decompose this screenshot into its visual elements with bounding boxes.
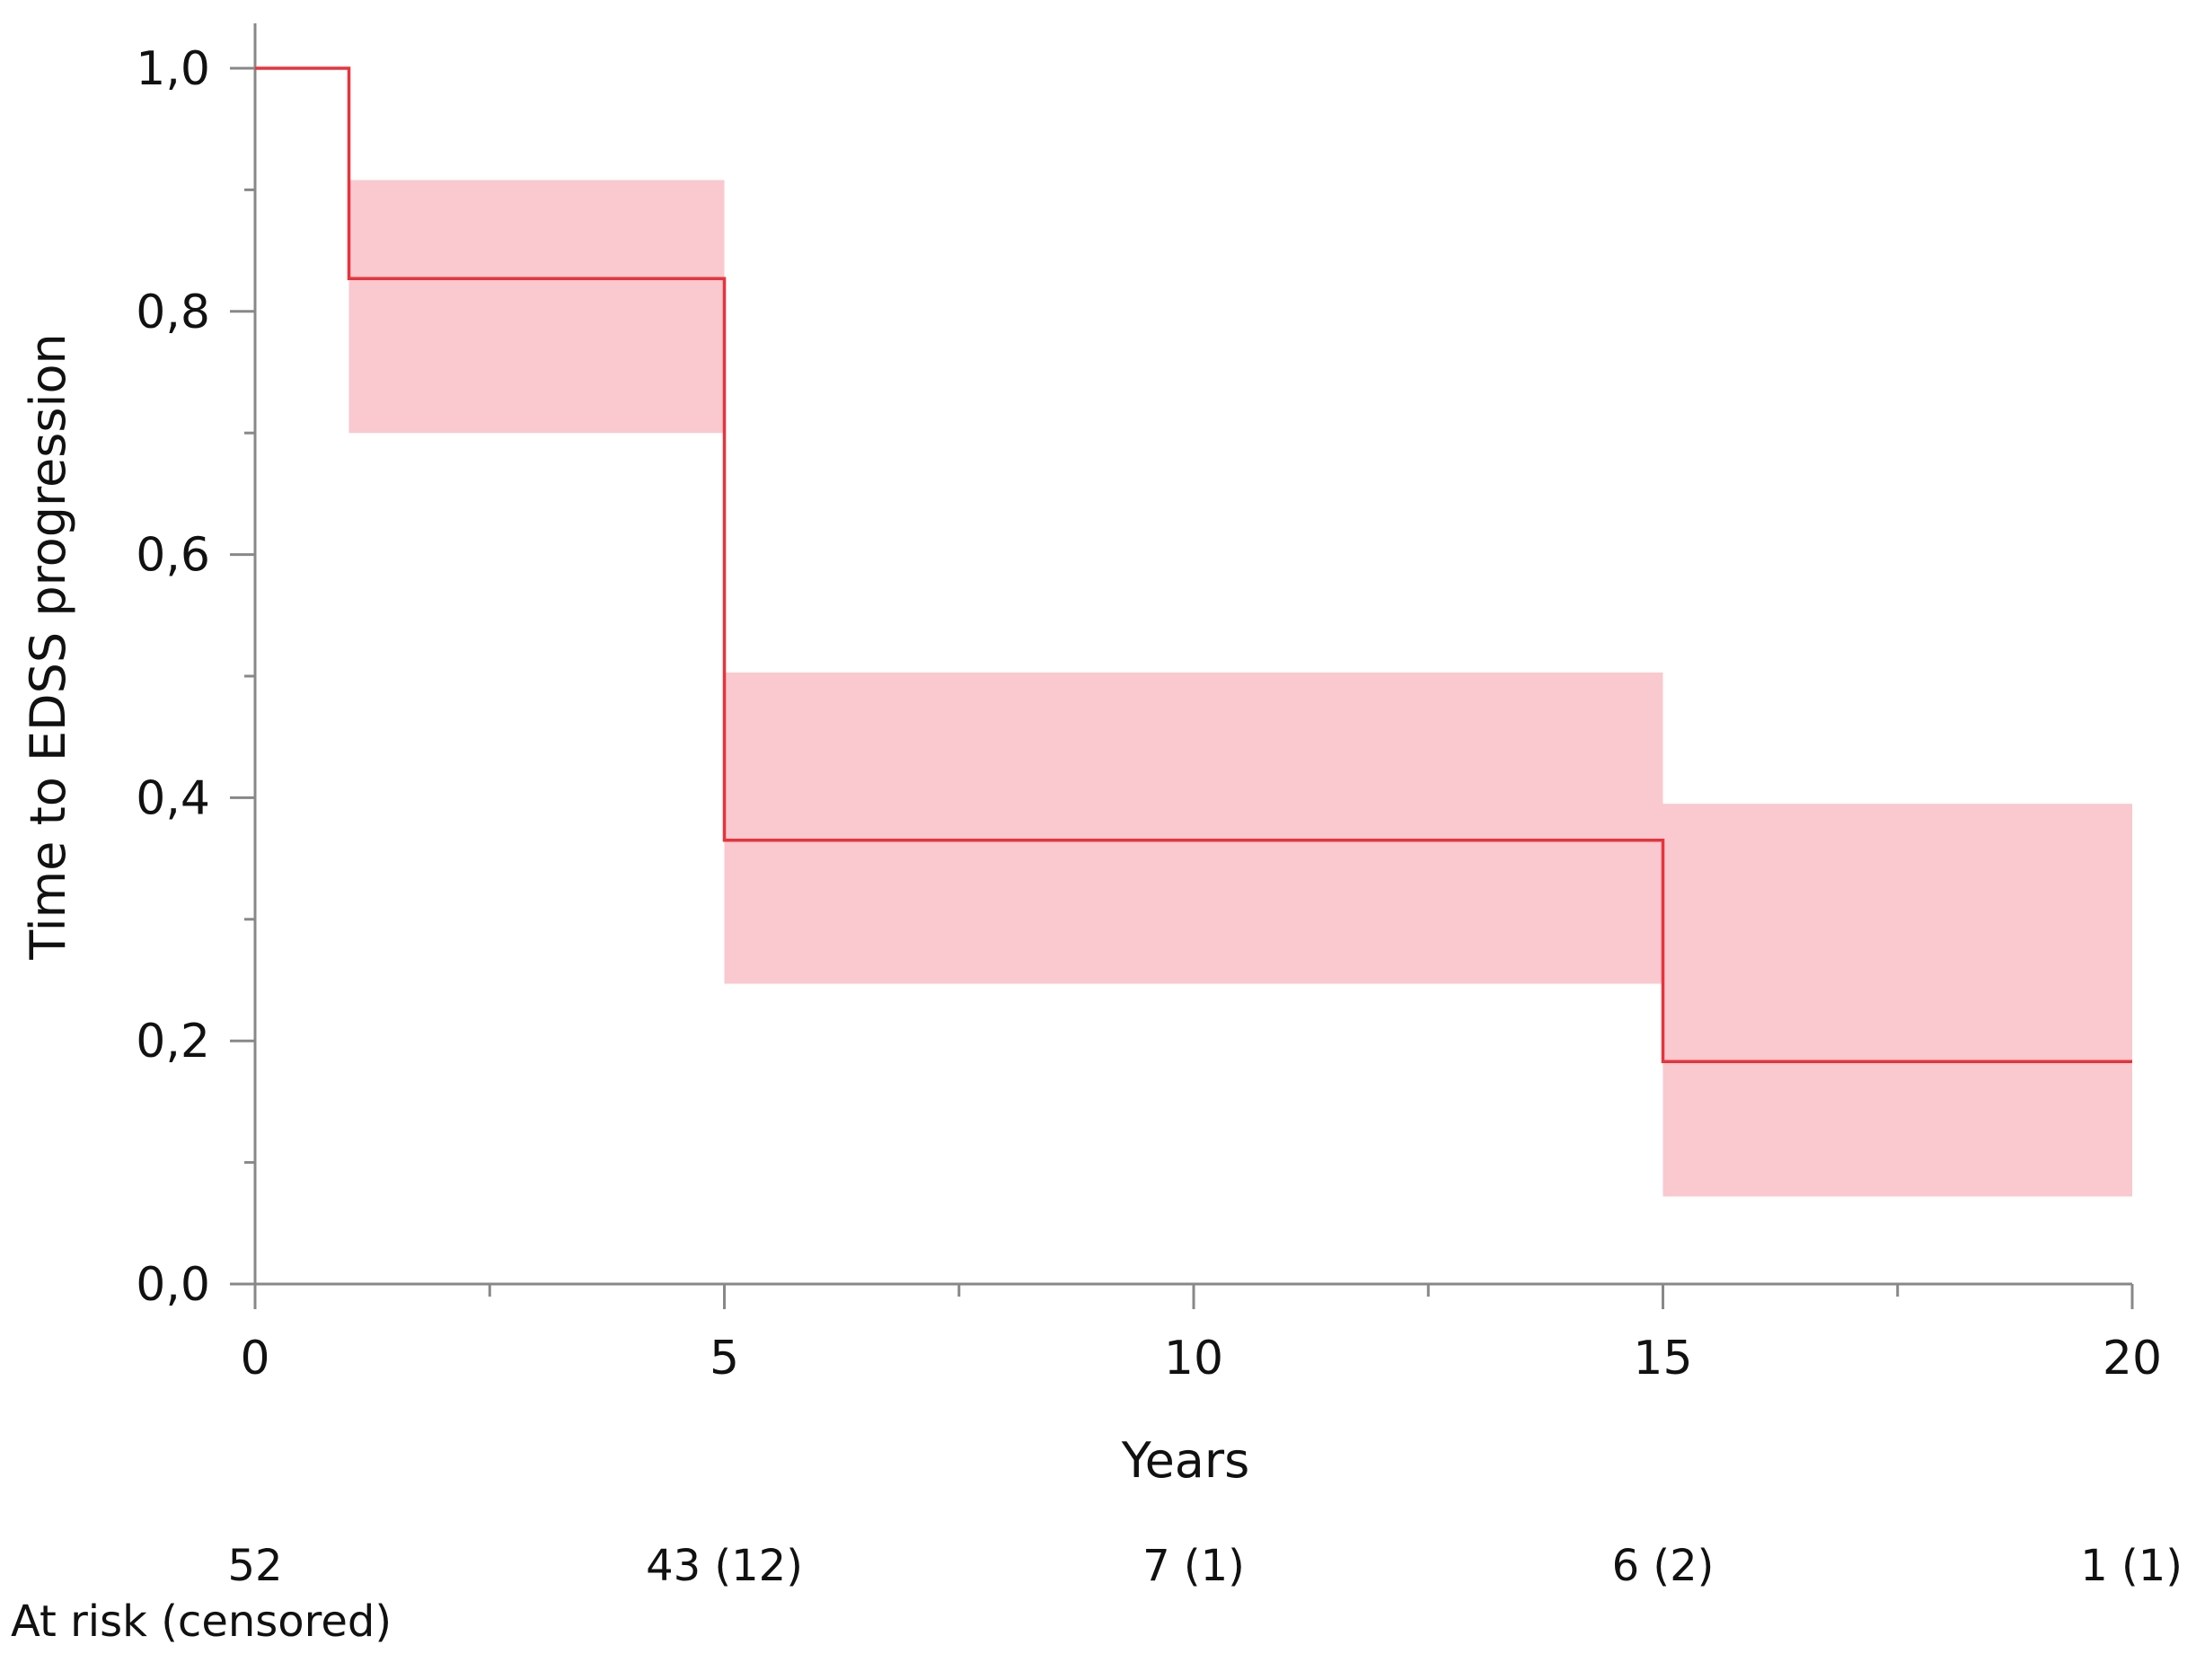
x-tick-label: 5: [710, 1332, 739, 1385]
at-risk-value: 1 (1): [2080, 1541, 2183, 1591]
y-tick-label: 0,4: [136, 771, 210, 825]
at-risk-value: 6 (2): [1612, 1541, 1715, 1591]
x-tick-label: 15: [1633, 1332, 1692, 1385]
x-tick-label: 10: [1164, 1332, 1223, 1385]
y-tick-label: 0,2: [136, 1015, 210, 1069]
tick-labels: 0,0 0,2 0,4 0,6 0,8 1,0 0 5 10 15 20: [136, 42, 2162, 1385]
ci-band-0: [348, 180, 725, 434]
at-risk-value: 43 (12): [646, 1541, 803, 1591]
at-risk-value: 7 (1): [1142, 1541, 1245, 1591]
x-tick-label: 0: [240, 1332, 269, 1385]
y-tick-label: 0,6: [136, 529, 210, 583]
y-axis-title: Time to EDSS progression: [20, 333, 76, 961]
ci-band-2: [1662, 804, 2132, 1197]
at-risk-table: 52 43 (12) 7 (1) 6 (2) 1 (1): [227, 1541, 2183, 1591]
x-tick-label: 20: [2103, 1332, 2162, 1385]
y-tick-label: 0,0: [136, 1258, 210, 1312]
at-risk-label: At risk (censored): [11, 1596, 392, 1647]
axes: [230, 23, 2134, 1309]
survival-step-line: [255, 66, 2132, 1063]
ci-band-1: [724, 672, 1663, 984]
confidence-bands: [348, 180, 2132, 1197]
survival-curve: [255, 66, 2132, 1063]
at-risk-value: 52: [227, 1541, 282, 1591]
x-axis-title: Years: [1121, 1432, 1249, 1489]
y-tick-label: 1,0: [136, 42, 210, 96]
y-tick-label: 0,8: [136, 286, 210, 339]
